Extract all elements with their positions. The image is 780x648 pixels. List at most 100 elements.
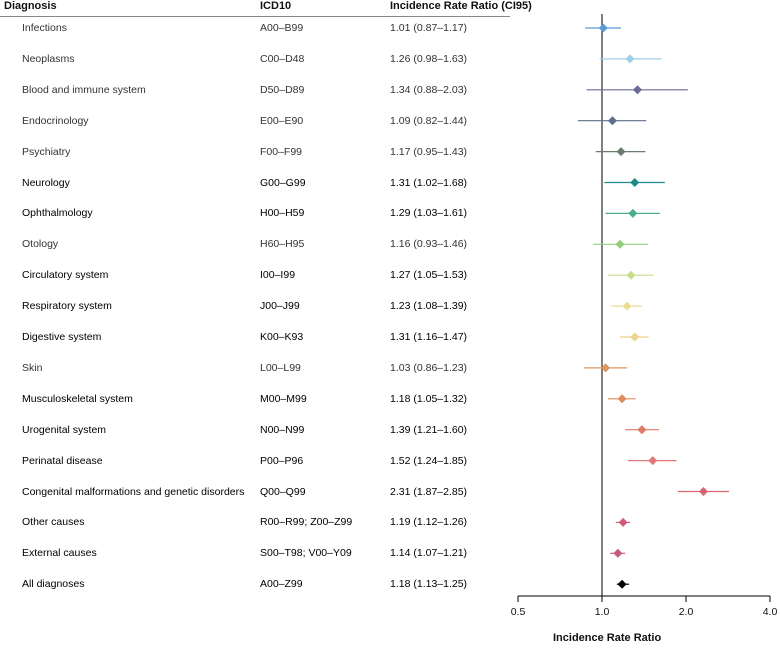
header-icd10: ICD10 bbox=[260, 0, 292, 12]
irr-cell: 1.18 (1.05–1.32) bbox=[390, 392, 468, 405]
icd10-cell: D50–D89 bbox=[260, 83, 305, 96]
irr-cell: 1.14 (1.07–1.21) bbox=[390, 547, 468, 560]
icd10-cell: P00–P96 bbox=[260, 454, 304, 467]
header-irr: Incidence Rate Ratio (CI95) bbox=[390, 0, 532, 12]
irr-cell: 1.18 (1.13–1.25) bbox=[390, 578, 468, 591]
diagnosis-cell: Neurology bbox=[22, 176, 70, 189]
diagnosis-cell: Respiratory system bbox=[22, 300, 112, 313]
table-row: Blood and immune system D50–D89 1.34 (0.88… bbox=[0, 81, 510, 99]
icd10-cell: N00–N99 bbox=[260, 423, 305, 436]
icd10-cell: K00–K93 bbox=[260, 331, 304, 343]
irr-cell: 1.03 (0.86–1.23) bbox=[390, 361, 468, 374]
estimate-marker bbox=[622, 301, 632, 311]
estimate-marker bbox=[607, 116, 617, 126]
table-row: Neoplasms C00–D48 1.26 (0.98–1.63) bbox=[0, 50, 510, 68]
diagnosis-cell: Circulatory system bbox=[22, 269, 109, 282]
table-row: Urogenital system N00–N99 1.39 (1.21–1.60) bbox=[0, 421, 510, 439]
irr-cell: 1.16 (0.93–1.46) bbox=[390, 238, 468, 251]
table-row: Other causes R00–R99; Z00–Z99 1.19 (1.12–1… bbox=[0, 513, 510, 531]
icd10-cell: S00–T98; V00–Y09 bbox=[260, 547, 352, 560]
irr-cell: 1.39 (1.21–1.60) bbox=[390, 423, 468, 436]
diagnosis-cell: Infections bbox=[22, 22, 67, 34]
table-row: Musculoskeletal system M00–M99 1.18 (1.05–… bbox=[0, 390, 510, 408]
diagnosis-cell: Urogenital system bbox=[22, 423, 107, 436]
table-row: External causes S00–T98; V00–Y09 1.14 (1.0… bbox=[0, 544, 510, 562]
estimate-marker bbox=[616, 147, 626, 157]
table-row: Perinatal disease P00–P96 1.52 (1.24–1.85) bbox=[0, 452, 510, 470]
icd10-cell: F00–F99 bbox=[260, 145, 303, 158]
table-row: All diagnoses A00–Z99 1.18 (1.13–1.25) bbox=[0, 575, 510, 593]
irr-cell: 1.34 (0.88–2.03) bbox=[390, 83, 468, 96]
irr-cell: 1.23 (1.08–1.39) bbox=[390, 300, 468, 313]
irr-cell: 1.09 (0.82–1.44) bbox=[390, 114, 468, 127]
estimate-marker bbox=[618, 517, 628, 527]
irr-cell: 1.52 (1.24–1.85) bbox=[390, 454, 468, 467]
table-row: Endocrinology E00–E90 1.09 (0.82–1.44) bbox=[0, 112, 510, 130]
x-axis-title: Incidence Rate Ratio bbox=[553, 632, 662, 644]
icd10-cell: Q00–Q99 bbox=[260, 485, 306, 498]
irr-cell: 1.01 (0.87–1.17) bbox=[390, 22, 468, 34]
icd10-cell: H60–H95 bbox=[260, 238, 305, 251]
estimate-marker bbox=[698, 487, 708, 496]
irr-cell: 2.31 (1.87–2.85) bbox=[390, 485, 468, 498]
estimate-marker bbox=[648, 456, 658, 466]
table-row: Otology H60–H95 1.16 (0.93–1.46) bbox=[0, 235, 510, 253]
x-tick-label: 4.0 bbox=[763, 606, 778, 618]
icd10-cell: R00–R99; Z00–Z99 bbox=[260, 516, 353, 529]
icd10-cell: H00–H59 bbox=[260, 207, 305, 220]
irr-cell: 1.19 (1.12–1.26) bbox=[390, 516, 468, 529]
table-row: Ophthalmology H00–H59 1.29 (1.03–1.61) bbox=[0, 204, 510, 222]
diagnosis-cell: External causes bbox=[22, 547, 97, 560]
estimate-marker bbox=[598, 23, 608, 33]
icd10-cell: A00–Z99 bbox=[260, 578, 303, 591]
diagnosis-cell: Digestive system bbox=[22, 331, 102, 343]
table-row: Circulatory system I00–I99 1.27 (1.05–1.53… bbox=[0, 266, 510, 284]
diagnosis-cell: Blood and immune system bbox=[22, 83, 146, 96]
estimate-marker bbox=[601, 363, 611, 373]
estimate-marker bbox=[617, 394, 627, 404]
diagnosis-cell: Skin bbox=[22, 361, 43, 374]
estimate-marker bbox=[630, 332, 640, 342]
diagnosis-cell: All diagnoses bbox=[22, 578, 85, 591]
estimate-marker bbox=[626, 270, 636, 280]
estimate-marker bbox=[628, 208, 638, 218]
irr-cell: 1.31 (1.16–1.47) bbox=[390, 331, 468, 343]
diagnosis-cell: Ophthalmology bbox=[22, 207, 93, 220]
icd10-cell: C00–D48 bbox=[260, 52, 305, 65]
estimate-marker bbox=[637, 425, 647, 435]
table-row: Congenital malformations and genetic dis… bbox=[0, 483, 510, 501]
diagnosis-cell: Musculoskeletal system bbox=[22, 392, 133, 405]
icd10-cell: G00–G99 bbox=[260, 176, 306, 189]
icd10-cell: L00–L99 bbox=[260, 361, 301, 374]
header-diagnosis: Diagnosis bbox=[4, 0, 57, 12]
icd10-cell: E00–E90 bbox=[260, 114, 304, 127]
table-row: Respiratory system J00–J99 1.23 (1.08–1.39… bbox=[0, 297, 510, 315]
table-row: Skin L00–L99 1.03 (0.86–1.23) bbox=[0, 359, 510, 377]
diagnosis-cell: Neoplasms bbox=[22, 52, 75, 65]
diagnosis-cell: Endocrinology bbox=[22, 114, 89, 127]
estimate-marker bbox=[625, 54, 635, 64]
estimate-marker bbox=[615, 239, 625, 249]
estimate-marker bbox=[617, 579, 627, 589]
diagnosis-cell: Other causes bbox=[22, 516, 85, 529]
header-divider bbox=[0, 16, 510, 17]
table-row: Digestive system K00–K93 1.31 (1.16–1.47) bbox=[0, 328, 510, 346]
table-row: Infections A00–B99 1.01 (0.87–1.17) bbox=[0, 19, 510, 37]
diagnosis-cell: Perinatal disease bbox=[22, 454, 103, 467]
estimate-marker bbox=[632, 85, 642, 95]
irr-cell: 1.31 (1.02–1.68) bbox=[390, 176, 468, 189]
estimate-marker bbox=[613, 548, 623, 558]
diagnosis-cell: Congenital malformations and genetic dis… bbox=[22, 485, 245, 498]
table-row: Psychiatry F00–F99 1.17 (0.95–1.43) bbox=[0, 143, 510, 161]
table-row: Neurology G00–G99 1.31 (1.02–1.68) bbox=[0, 174, 510, 192]
irr-cell: 1.29 (1.03–1.61) bbox=[390, 207, 468, 220]
icd10-cell: A00–B99 bbox=[260, 22, 304, 34]
diagnosis-cell: Psychiatry bbox=[22, 145, 71, 158]
irr-cell: 1.17 (0.95–1.43) bbox=[390, 145, 468, 158]
diagnosis-cell: Otology bbox=[22, 238, 59, 251]
x-tick-label: 0.5 bbox=[511, 606, 526, 618]
x-tick-label: 1.0 bbox=[595, 606, 610, 618]
estimate-marker bbox=[630, 178, 640, 187]
x-tick-label: 2.0 bbox=[679, 606, 694, 618]
